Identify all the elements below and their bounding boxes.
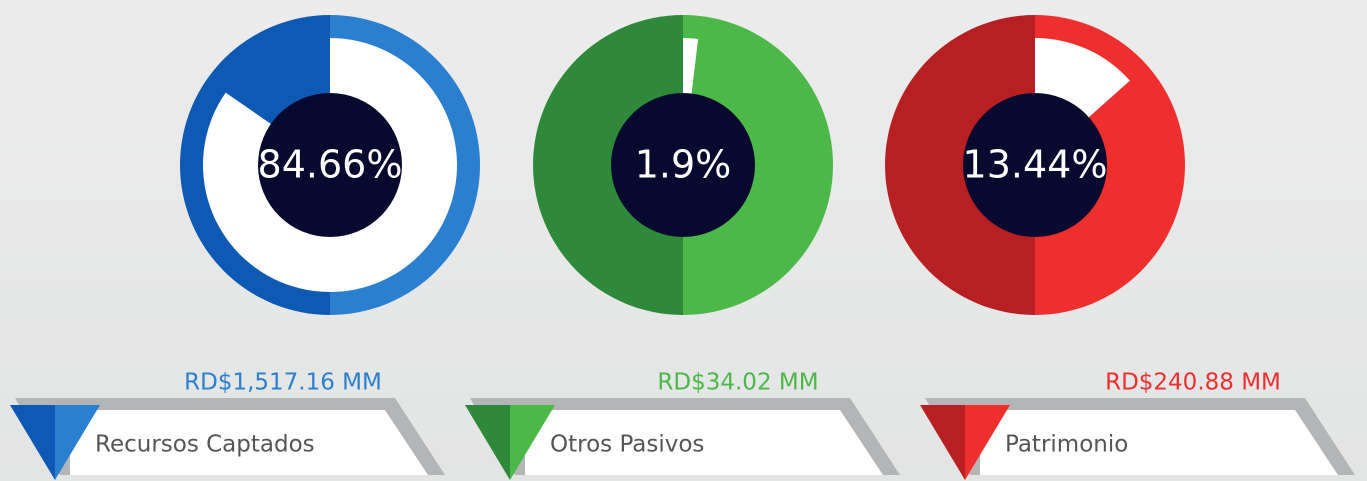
donut-center	[611, 93, 755, 237]
banner-arrow-light	[55, 405, 100, 480]
donut-center	[258, 93, 402, 237]
category-name: Recursos Captados	[95, 432, 315, 458]
amount-label: RD$34.02 MM	[657, 370, 818, 396]
banner-body	[525, 410, 883, 475]
banner-arrow-light	[965, 405, 1010, 480]
donut-left-half	[885, 15, 1035, 315]
category-name: Otros Pasivos	[550, 432, 704, 458]
donut-left-half	[533, 15, 683, 315]
banner-body	[70, 410, 428, 475]
banner-arrow-dark	[465, 405, 510, 480]
banner-arrow-dark	[920, 405, 965, 480]
amount-label: RD$1,517.16 MM	[184, 370, 382, 396]
banner-body	[980, 410, 1338, 475]
category-name: Patrimonio	[1005, 432, 1128, 458]
donut-right-half	[683, 15, 833, 315]
percent-label: 84.66%	[258, 143, 403, 187]
percent-label: 13.44%	[963, 143, 1108, 187]
amount-label: RD$240.88 MM	[1105, 370, 1281, 396]
banner-arrow-light	[510, 405, 555, 480]
percent-label: 1.9%	[635, 143, 732, 187]
donut-center	[963, 93, 1107, 237]
banner-arrow-dark	[10, 405, 55, 480]
